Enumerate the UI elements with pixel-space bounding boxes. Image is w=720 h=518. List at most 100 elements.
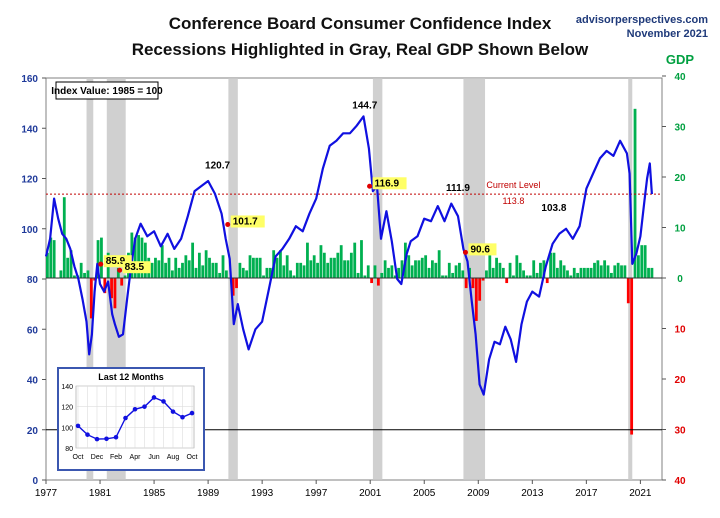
gdp-bar: [113, 278, 117, 309]
gdp-bar: [501, 267, 505, 278]
gdp-bar: [319, 245, 323, 278]
gdp-bar: [201, 265, 205, 278]
data-label-marker: [225, 221, 231, 227]
gdp-bar: [373, 265, 377, 278]
gdp-bar: [49, 237, 53, 278]
gdp-bar: [167, 257, 171, 278]
gdp-bar: [481, 278, 485, 281]
gdp-bar: [238, 262, 242, 278]
gdp-bar: [208, 257, 211, 278]
gdp-bar: [454, 265, 458, 278]
gdp-bar: [116, 267, 120, 278]
chart-title: Conference Board Consumer Confidence Ind…: [168, 14, 552, 33]
gdp-bar: [197, 252, 201, 278]
gdp-bar: [572, 267, 576, 278]
inset-x-tick-label: Oct: [187, 454, 198, 461]
gdp-bar: [380, 272, 384, 278]
gdp-bar: [143, 242, 147, 278]
gdp-bar: [265, 267, 269, 278]
gdp-bar: [555, 267, 559, 278]
gdp-bar: [512, 275, 515, 278]
gdp-bar: [640, 245, 644, 278]
gdp-bar: [160, 245, 164, 278]
gdp-bar: [356, 272, 360, 278]
gdp-bar: [589, 267, 593, 278]
gdp-bar: [606, 265, 610, 278]
gdp-bar: [295, 262, 299, 278]
gdp-bar: [343, 260, 346, 278]
data-label: 101.7: [233, 216, 258, 227]
gdp-bar: [258, 257, 262, 278]
left-axis-tick-label: 160: [21, 74, 38, 85]
gdp-bar: [245, 270, 249, 278]
data-label: 116.9: [375, 178, 400, 189]
inset-x-tick-label: Oct: [73, 454, 84, 461]
gdp-bar: [235, 278, 238, 289]
gdp-bar: [471, 278, 475, 289]
gdp-bar: [221, 255, 225, 278]
gdp-bar: [322, 252, 326, 278]
inset-point: [75, 423, 81, 429]
gdp-bar: [360, 240, 363, 278]
index-value-box-label: Index Value: 1985 = 100: [51, 86, 163, 97]
gdp-bar: [485, 270, 488, 278]
gdp-bar: [255, 257, 259, 278]
gdp-bar: [414, 260, 417, 278]
gdp-bar: [231, 278, 235, 296]
x-axis-tick-label: 2021: [629, 488, 652, 499]
gdp-bar: [370, 278, 374, 284]
inset-point: [151, 395, 157, 400]
x-axis-tick-label: 2013: [521, 488, 544, 499]
gdp-bar: [177, 267, 181, 278]
gdp-bar: [620, 265, 623, 278]
data-label-marker: [98, 261, 104, 267]
x-axis-tick-label: 1989: [197, 488, 220, 499]
right-axis-tick-label: 0: [677, 274, 683, 285]
gdp-bar: [633, 108, 637, 278]
x-axis-tick-label: 2009: [467, 488, 490, 499]
gdp-bar: [478, 278, 482, 301]
left-axis-tick-label: 20: [27, 426, 39, 437]
gdp-bar: [383, 260, 387, 278]
gdp-bar: [427, 267, 431, 278]
gdp-bar: [59, 270, 63, 278]
gdp-bar: [623, 265, 627, 278]
gdp-bar: [174, 257, 178, 278]
inset-point: [142, 404, 147, 409]
inset-point: [123, 415, 128, 421]
gdp-bar: [366, 265, 370, 278]
inset-point: [189, 410, 195, 416]
inset-point: [104, 436, 109, 442]
x-axis-tick-label: 1993: [251, 488, 274, 499]
gdp-bar: [339, 245, 343, 278]
gdp-bar: [599, 265, 603, 278]
gdp-bar: [650, 267, 654, 278]
gdp-bar: [96, 240, 100, 278]
gdp-bar: [616, 262, 620, 278]
gdp-bar: [525, 275, 529, 278]
current-level-label: Current Level: [486, 180, 540, 190]
gdp-bar: [103, 278, 107, 294]
x-axis-tick-label: 2001: [359, 488, 382, 499]
data-label: 83.5: [125, 262, 145, 273]
gdp-bar: [609, 272, 613, 278]
data-label-highlight: [372, 177, 407, 190]
gdp-bar: [559, 260, 563, 278]
gdp-bar: [262, 275, 265, 278]
gdp-bar: [363, 275, 367, 278]
gdp-bar: [441, 275, 444, 278]
gdp-bar: [46, 252, 49, 278]
inset-x-tick-label: Aug: [167, 454, 180, 461]
gdp-bar: [542, 260, 546, 278]
gdp-bar: [285, 255, 289, 278]
gdp-bar: [447, 262, 451, 278]
gdp-bar: [312, 255, 316, 278]
data-label-highlight: [468, 243, 497, 256]
gdp-bar: [306, 242, 309, 278]
gdp-bar: [164, 262, 168, 278]
gdp-bar: [424, 255, 428, 278]
right-axis-tick-label: 40: [674, 476, 686, 487]
gdp-bar: [329, 257, 333, 278]
gdp-bar: [154, 257, 157, 278]
